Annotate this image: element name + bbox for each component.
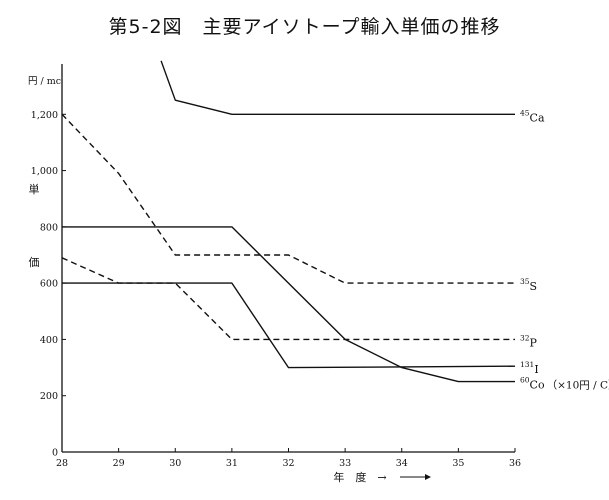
x-tick-label: 36 xyxy=(509,458,521,469)
x-tick-label: 31 xyxy=(226,458,238,469)
series-label-131I: 131I xyxy=(520,360,539,376)
axes: 28 29 30 31 32 33 34 35 36 0 200 400 600 800 1,000 1,20… xyxy=(31,64,521,469)
series-label-45Ca: 45Ca xyxy=(520,108,545,124)
x-tick-label: 29 xyxy=(113,458,125,469)
series-group xyxy=(61,60,516,383)
x-tick-label: 28 xyxy=(56,458,68,469)
chart-title: 第5-2図 主要アイソトープ輸入単価の推移 xyxy=(108,16,501,38)
y-tick-label: 1,000 xyxy=(31,166,58,177)
y-tick-label: 0 xyxy=(52,448,58,459)
x-tick-label: 33 xyxy=(339,458,351,469)
x-axis-arrow-head xyxy=(425,474,431,480)
series-line-35S xyxy=(61,113,515,284)
y-tick-label: 600 xyxy=(40,279,58,290)
series-line-32P xyxy=(61,257,515,341)
x-tick-label: 32 xyxy=(282,458,294,469)
y-tick-label: 1,200 xyxy=(31,110,58,121)
y-tick-label: 800 xyxy=(40,222,58,233)
y-tick-label: 200 xyxy=(40,391,58,402)
y-tick-label: 400 xyxy=(40,335,58,346)
x-tick-label: 34 xyxy=(396,458,408,469)
series-line-60Co xyxy=(62,226,515,383)
x-tick-label: 35 xyxy=(452,458,464,469)
series-line-131I xyxy=(62,282,516,369)
x-axis-label: 年 度 → xyxy=(333,470,386,484)
x-tick-label: 30 xyxy=(169,458,181,469)
y-axis-label: 価 xyxy=(29,256,40,269)
y-axis-label: 単 xyxy=(29,182,40,196)
series-label-60Co: 60Co（×10円 / C） xyxy=(520,376,609,392)
series-line-45Ca xyxy=(160,60,515,116)
y-unit-label: 円 / mc xyxy=(28,76,61,87)
series-label-35S: 35S xyxy=(520,277,537,293)
series-label-32P: 32P xyxy=(520,333,538,349)
